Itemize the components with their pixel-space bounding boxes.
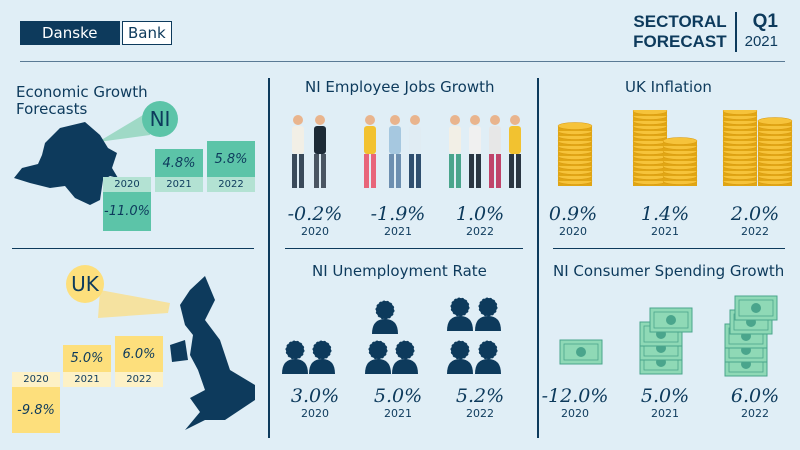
coin-stacks-icons — [557, 110, 793, 186]
jobs-2022-value: 1.0% — [455, 203, 505, 225]
worker-icon — [314, 115, 326, 188]
person-icon — [372, 300, 398, 334]
header-divider — [20, 61, 785, 62]
ni-2021-year: 2021 — [155, 177, 203, 192]
spending-2022-value: 6.0% — [730, 385, 780, 407]
inflation-2021-value: 1.4% — [640, 203, 690, 225]
worker-icon — [409, 115, 421, 188]
quarter: Q1 — [752, 11, 778, 32]
worker-icon — [364, 115, 376, 188]
uk-2021-value: 5.0% — [63, 345, 111, 372]
jobs-2021-value: -1.9% — [370, 203, 426, 225]
danske-bank-logo: Danske Bank — [20, 21, 172, 45]
logo-right: Bank — [122, 21, 172, 45]
spending-2021-value: 5.0% — [640, 385, 690, 407]
ni-badge: NI — [142, 101, 178, 137]
unemp-2021-value: 5.0% — [373, 385, 423, 407]
uk-badge: UK — [66, 265, 104, 303]
person-icon — [447, 297, 473, 331]
uk-2021-year: 2021 — [63, 372, 111, 387]
maps — [14, 112, 255, 430]
ni-2020-year: 2020 — [103, 177, 151, 192]
worker-icon — [509, 115, 521, 188]
uk-map-icon — [170, 276, 255, 430]
unemp-2022-value: 5.2% — [455, 385, 505, 407]
page-title: SECTORAL FORECAST Q1 2021 — [633, 12, 778, 52]
ni-2022-year: 2022 — [207, 177, 255, 192]
ni-2022-value: 5.8% — [207, 141, 255, 177]
row-divider — [12, 248, 254, 249]
banknote-icon — [649, 307, 693, 333]
jobs-2022-year: 2022 — [466, 225, 494, 238]
workers-illustration — [292, 115, 521, 188]
uk-2020-year: 2020 — [12, 372, 60, 387]
banknote-stacks-icons — [559, 295, 778, 377]
person-icon — [475, 340, 501, 374]
worker-icon — [489, 115, 501, 188]
inflation-title: UK Inflation — [625, 78, 712, 96]
title-line1: SECTORAL — [633, 12, 727, 31]
jobs-2021-year: 2021 — [384, 225, 412, 238]
banknote-icon — [734, 295, 778, 321]
inflation-2022-year: 2022 — [741, 225, 769, 238]
worker-icon — [389, 115, 401, 188]
person-icon — [447, 340, 473, 374]
uk-cone — [98, 290, 170, 318]
jobs-2020-year: 2020 — [301, 225, 329, 238]
worker-icon — [292, 115, 304, 188]
unemp-2021-year: 2021 — [384, 407, 412, 420]
person-icon — [365, 340, 391, 374]
inflation-2022-value: 2.0% — [730, 203, 780, 225]
person-icon — [282, 340, 308, 374]
column-divider — [268, 78, 270, 438]
banknote-icon — [559, 339, 603, 365]
title-line2: FORECAST — [633, 32, 727, 51]
ni-map-icon — [14, 122, 118, 205]
unemployment-title: NI Unemployment Rate — [312, 262, 487, 280]
inflation-2021-year: 2021 — [651, 225, 679, 238]
coin-stack-icon — [757, 117, 793, 186]
uk-2022-year: 2022 — [115, 372, 163, 387]
jobs-title: NI Employee Jobs Growth — [305, 78, 495, 96]
person-icon — [475, 297, 501, 331]
ni-2021-value: 4.8% — [155, 149, 203, 177]
ni-cone — [98, 112, 150, 142]
uk-2022-value: 6.0% — [115, 336, 163, 372]
spending-2022-year: 2022 — [741, 407, 769, 420]
inflation-2020-value: 0.9% — [548, 203, 598, 225]
coin-stack-icon — [662, 137, 698, 186]
column-divider — [537, 78, 539, 438]
row-divider — [285, 248, 523, 249]
unemployed-people-icons — [282, 297, 501, 374]
year: 2021 — [744, 33, 778, 50]
unemp-2020-year: 2020 — [301, 407, 329, 420]
logo-left: Danske — [20, 21, 120, 45]
worker-icon — [449, 115, 461, 188]
inflation-2020-year: 2020 — [559, 225, 587, 238]
spending-title: NI Consumer Spending Growth — [553, 262, 785, 280]
spending-2021-year: 2021 — [651, 407, 679, 420]
jobs-2020-value: -0.2% — [287, 203, 343, 225]
row-divider — [553, 248, 785, 249]
coin-stack-icon — [722, 110, 758, 186]
spending-2020-value: -12.0% — [541, 385, 609, 407]
coin-stack-icon — [557, 122, 593, 186]
spending-2020-year: 2020 — [561, 407, 589, 420]
person-icon — [309, 340, 335, 374]
coin-stack-icon — [632, 110, 668, 186]
unemp-2020-value: 3.0% — [290, 385, 340, 407]
growth-title: Economic Growth Forecasts — [16, 83, 148, 118]
unemp-2022-year: 2022 — [466, 407, 494, 420]
person-icon — [392, 340, 418, 374]
uk-2020-value: -9.8% — [12, 387, 60, 433]
ni-2020-value: -11.0% — [103, 191, 151, 231]
worker-icon — [469, 115, 481, 188]
